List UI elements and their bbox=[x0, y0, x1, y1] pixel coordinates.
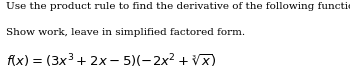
Text: Show work, leave in simplified factored form.: Show work, leave in simplified factored … bbox=[6, 28, 245, 37]
Text: $f(x) = (3x^3 + 2x - 5)(-2x^2 + \sqrt[3]{x})$: $f(x) = (3x^3 + 2x - 5)(-2x^2 + \sqrt[3]… bbox=[6, 53, 217, 70]
Text: Use the product rule to find the derivative of the following function.: Use the product rule to find the derivat… bbox=[6, 2, 350, 11]
